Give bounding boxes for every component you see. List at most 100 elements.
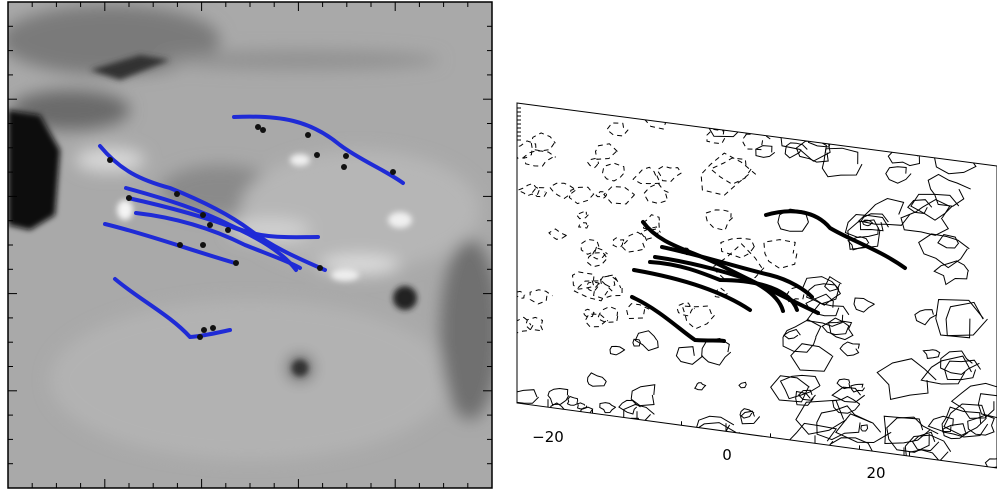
contour	[547, 387, 570, 406]
contour	[720, 237, 755, 259]
contour	[586, 251, 609, 268]
contour	[927, 415, 954, 433]
contour	[517, 389, 539, 404]
contour	[737, 444, 776, 468]
contour	[603, 186, 636, 205]
contour	[600, 275, 619, 288]
field-lines	[630, 209, 907, 343]
contour	[782, 319, 822, 353]
contour	[586, 372, 607, 387]
contour	[615, 422, 647, 442]
contour	[907, 199, 933, 215]
contour	[585, 281, 602, 293]
left-ticks	[8, 2, 492, 488]
contour	[787, 422, 838, 457]
contour	[821, 317, 850, 336]
contour	[576, 402, 588, 410]
contour	[621, 231, 649, 253]
contour	[548, 228, 568, 240]
contour	[676, 302, 695, 317]
contour	[944, 359, 982, 381]
contour	[632, 166, 662, 185]
contour	[517, 290, 526, 300]
contour	[690, 427, 708, 440]
contour	[940, 350, 980, 375]
contour	[795, 390, 814, 406]
contour	[671, 443, 698, 461]
contour	[573, 280, 613, 302]
contour	[784, 142, 808, 159]
contour	[755, 453, 775, 468]
contour	[735, 443, 754, 459]
contour	[690, 422, 740, 448]
contour	[740, 410, 761, 425]
contour	[918, 233, 970, 269]
contour	[835, 413, 892, 444]
contour	[844, 213, 889, 239]
contour	[634, 330, 659, 352]
contour	[914, 309, 938, 326]
contour	[941, 406, 989, 438]
contour	[824, 275, 842, 292]
contour-plot	[517, 103, 997, 468]
contour	[640, 451, 652, 462]
right-ticks	[517, 107, 905, 456]
contour	[967, 414, 995, 436]
contour	[577, 222, 589, 229]
contour	[984, 457, 997, 468]
contour	[857, 197, 911, 226]
contour	[594, 143, 618, 160]
contour	[580, 238, 600, 255]
contour	[816, 405, 872, 441]
contour	[529, 289, 553, 305]
contour	[712, 286, 728, 298]
contour	[517, 182, 542, 197]
contour	[933, 141, 977, 175]
solar-image	[8, 2, 492, 488]
contour	[530, 132, 556, 152]
contour	[656, 165, 682, 182]
contour	[910, 193, 960, 221]
x-tick-label: −20	[532, 428, 564, 446]
contour	[821, 147, 863, 178]
contour	[886, 416, 939, 453]
contour	[933, 260, 970, 286]
contour	[950, 382, 997, 419]
contour	[644, 109, 668, 130]
x-tick-label: 20	[866, 464, 885, 482]
contour	[601, 162, 625, 182]
contour	[593, 274, 623, 300]
contour	[827, 320, 854, 341]
contour	[883, 415, 931, 445]
contour	[848, 103, 906, 128]
contour	[832, 395, 861, 414]
contour	[887, 145, 921, 167]
contour	[862, 219, 874, 227]
contour	[639, 226, 661, 240]
contour	[900, 199, 951, 236]
contour	[571, 271, 595, 290]
contour	[660, 434, 672, 441]
contour	[935, 298, 984, 339]
blue-loops	[98, 114, 405, 340]
contour	[531, 186, 548, 198]
contour	[566, 395, 579, 406]
contour	[625, 303, 650, 320]
contour	[920, 355, 972, 385]
contour	[594, 191, 608, 200]
contour	[575, 209, 589, 220]
contour	[743, 103, 787, 128]
contour	[982, 124, 997, 146]
contour	[597, 306, 619, 323]
contour	[800, 117, 834, 144]
contour	[859, 213, 889, 232]
contour	[525, 316, 544, 332]
contour	[739, 408, 755, 419]
contour	[945, 301, 988, 337]
contour	[790, 343, 834, 372]
contour	[582, 308, 595, 318]
contour	[961, 136, 975, 147]
contour	[977, 393, 997, 420]
